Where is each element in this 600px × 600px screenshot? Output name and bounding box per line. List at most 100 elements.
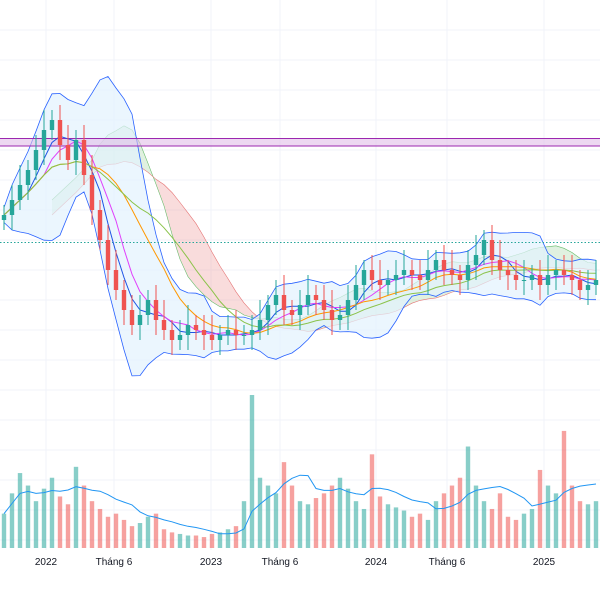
volume-bar — [1, 513, 7, 548]
x-tick-label: 2025 — [533, 557, 556, 568]
candlesticks[interactable] — [1, 105, 599, 355]
volume-bar — [297, 501, 303, 548]
volume-bar — [17, 473, 23, 548]
candle-body — [137, 315, 143, 325]
candle-body — [273, 295, 279, 305]
x-tick-label: 2023 — [200, 557, 223, 568]
volume-bar — [473, 485, 479, 548]
candle-body — [145, 300, 151, 315]
volume-bar — [553, 493, 559, 548]
candle-body — [313, 295, 319, 300]
volume-bar — [489, 508, 495, 548]
volume-bar — [497, 493, 503, 548]
volume-bar — [385, 504, 391, 548]
candle-body — [545, 275, 551, 285]
cloud-segment — [196, 223, 204, 295]
volume-bar — [433, 501, 439, 548]
volume-bar — [401, 510, 407, 548]
cloud-segment — [212, 252, 220, 307]
volume-bar — [153, 513, 159, 548]
cloud-segment — [140, 143, 148, 173]
volume-bar — [273, 493, 279, 548]
candle-body — [369, 270, 375, 280]
cloud-segment — [172, 192, 180, 260]
candle-body — [233, 330, 239, 335]
candle-body — [209, 335, 215, 340]
candle-body — [513, 275, 519, 280]
volume-bar — [81, 485, 87, 548]
volume-ma-line — [3, 474, 597, 535]
candle-body — [1, 215, 7, 220]
volume-bar — [169, 532, 175, 548]
volume-bar — [593, 501, 599, 548]
volume-bar — [377, 496, 383, 548]
candle-body — [9, 200, 15, 215]
volume-bar — [513, 519, 519, 548]
bollinger-bands — [3, 76, 597, 377]
volume-bar — [537, 469, 543, 548]
volume-bar — [361, 508, 367, 548]
candle-body — [337, 315, 343, 320]
candle-body — [385, 280, 391, 285]
candle-body — [417, 275, 423, 280]
volume-bar — [393, 507, 399, 548]
volume-bar — [425, 519, 431, 548]
volume-bar — [417, 513, 423, 548]
candle-body — [257, 320, 263, 330]
volume-bar — [289, 485, 295, 548]
candle-body — [561, 270, 567, 275]
volume-bar — [241, 501, 247, 548]
volume-bar — [569, 485, 575, 548]
candle-body — [393, 275, 399, 280]
candle-body — [537, 275, 543, 285]
volume-bar — [545, 485, 551, 548]
candle-body — [529, 275, 535, 280]
volume-bar — [161, 529, 167, 548]
volume-bar — [9, 493, 15, 548]
volume-bar — [177, 533, 183, 548]
volume-bar — [465, 446, 471, 548]
candle-body — [321, 300, 327, 310]
candle-body — [569, 275, 575, 280]
volume-bar — [345, 488, 351, 548]
candle-body — [481, 240, 487, 255]
candle-body — [353, 285, 359, 300]
bollinger-fill — [4, 76, 596, 376]
x-tick-label: 2024 — [365, 557, 388, 568]
candle-body — [329, 310, 335, 320]
volume-bar — [281, 462, 287, 548]
volume-bar — [321, 493, 327, 548]
candle-body — [377, 280, 383, 285]
candle-body — [201, 330, 207, 335]
volume-bar — [521, 513, 527, 548]
candle-body — [577, 280, 583, 290]
volume-bar — [337, 477, 343, 548]
horizontal-band — [0, 138, 600, 147]
candle-body — [73, 140, 79, 160]
x-tick-label: Tháng 6 — [429, 557, 466, 568]
candle-body — [121, 290, 127, 310]
candle-body — [505, 270, 511, 275]
volume-bar — [33, 501, 39, 548]
volume-bar — [121, 519, 127, 548]
volume-bar — [329, 485, 335, 548]
resistance-band — [0, 138, 600, 146]
candle-body — [249, 330, 255, 335]
volume-bar — [249, 395, 255, 548]
candle-body — [521, 280, 527, 281]
candle-body — [153, 300, 159, 320]
volume-bar — [57, 496, 63, 548]
volume-bar — [65, 504, 71, 548]
candle-body — [497, 260, 503, 270]
candle-body — [281, 295, 287, 310]
volume-bar — [129, 526, 135, 548]
candle-body — [105, 240, 111, 270]
x-tick-label: 2022 — [35, 557, 58, 568]
volume-bar — [49, 477, 55, 548]
volume-ma — [3, 474, 597, 535]
candle-body — [17, 185, 23, 200]
volume-bar — [41, 488, 47, 548]
candle-body — [425, 270, 431, 280]
